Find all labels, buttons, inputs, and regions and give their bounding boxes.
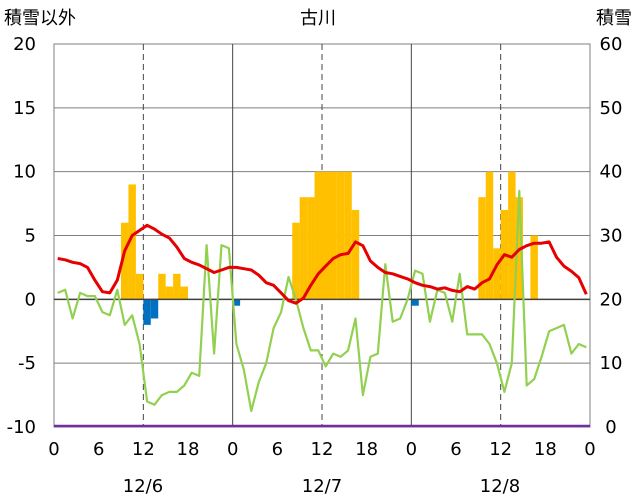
date-label: 12/8 — [480, 476, 520, 497]
hour-tick-label: 18 — [355, 439, 378, 460]
negative-bar — [150, 299, 159, 319]
hour-tick-label: 0 — [227, 439, 238, 460]
hour-tick-label: 6 — [272, 439, 283, 460]
right-tick-label: 60 — [600, 34, 623, 55]
hour-tick-label: 6 — [450, 439, 461, 460]
snowfall-bar — [314, 171, 322, 300]
snowfall-bar — [329, 171, 337, 300]
snowfall-bar — [344, 171, 352, 300]
right-tick-label: 40 — [600, 162, 623, 183]
hour-tick-label: 12 — [489, 439, 512, 460]
snowfall-bar — [128, 184, 136, 300]
snowfall-bar — [135, 273, 144, 300]
date-label: 12/7 — [302, 476, 342, 497]
snowfall-bar — [121, 222, 129, 300]
negative-bar — [411, 299, 419, 306]
hour-tick-label: 0 — [584, 439, 595, 460]
snowfall-bar — [292, 222, 300, 300]
left-axis-label: 積雪以外 — [4, 8, 76, 29]
hour-tick-label: 0 — [406, 439, 417, 460]
hour-tick-label: 12 — [311, 439, 334, 460]
right-tick-label: 10 — [600, 353, 623, 374]
snowfall-bar — [322, 171, 330, 300]
left-tick-label: -5 — [18, 353, 36, 374]
right-tick-label: 30 — [600, 226, 623, 247]
snowfall-bar — [485, 171, 494, 300]
snowfall-bar — [508, 171, 516, 300]
right-tick-label: 50 — [600, 98, 623, 119]
left-tick-label: 0 — [25, 289, 36, 310]
line-layer — [54, 189, 590, 428]
date-label: 12/6 — [123, 476, 163, 497]
hour-tick-label: 0 — [48, 439, 59, 460]
left-tick-label: -10 — [7, 417, 36, 438]
snow-depth-line — [57, 189, 587, 413]
temperature-line — [57, 223, 588, 305]
snowfall-bar — [493, 248, 501, 300]
negative-bar — [232, 299, 241, 306]
snowfall-bar — [351, 209, 360, 300]
left-tick-label: 10 — [13, 162, 36, 183]
left-tick-label: 20 — [13, 34, 36, 55]
hour-tick-label: 12 — [132, 439, 155, 460]
right-tick-label: 20 — [600, 289, 623, 310]
snowfall-bar — [336, 171, 345, 300]
right-axis-label: 積雪 — [596, 8, 632, 29]
left-tick-label: 15 — [13, 98, 36, 119]
snowfall-bar — [307, 197, 315, 300]
snowfall-bar — [299, 197, 308, 300]
chart-title: 古川 — [300, 8, 336, 29]
snowfall-bar — [530, 235, 538, 300]
hour-tick-label: 18 — [177, 439, 200, 460]
hour-tick-label: 18 — [534, 439, 557, 460]
snowfall-bar — [173, 273, 181, 300]
left-tick-label: 5 — [25, 226, 36, 247]
right-tick-label: 0 — [605, 417, 616, 438]
snowfall-bar — [165, 286, 174, 300]
negative-bar — [143, 299, 151, 325]
snowfall-bar — [180, 286, 188, 300]
hour-tick-label: 6 — [93, 439, 104, 460]
snowfall-bar — [158, 273, 166, 300]
snowfall-bar — [478, 197, 486, 300]
